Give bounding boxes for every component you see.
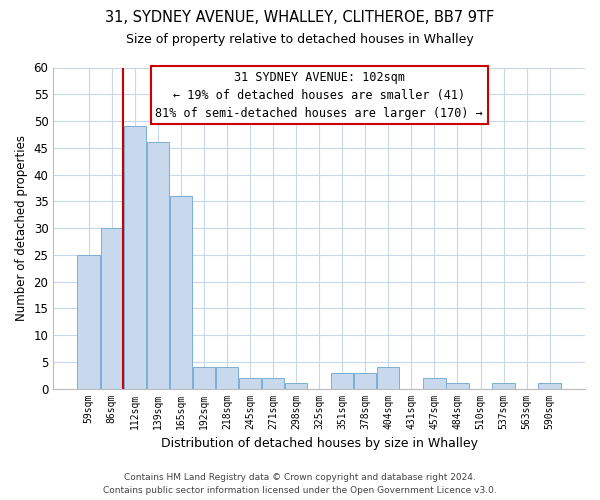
Bar [77, 255, 100, 388]
Bar [101, 228, 123, 388]
Bar [446, 383, 469, 388]
Text: Contains HM Land Registry data © Crown copyright and database right 2024.
Contai: Contains HM Land Registry data © Crown c… [103, 473, 497, 495]
Bar [493, 383, 515, 388]
Bar [124, 126, 146, 388]
Bar [262, 378, 284, 388]
Bar [170, 196, 192, 388]
Bar [193, 367, 215, 388]
Bar [285, 383, 307, 388]
Bar [216, 367, 238, 388]
Text: 31 SYDNEY AVENUE: 102sqm
← 19% of detached houses are smaller (41)
81% of semi-d: 31 SYDNEY AVENUE: 102sqm ← 19% of detach… [155, 70, 483, 120]
Bar [538, 383, 561, 388]
Y-axis label: Number of detached properties: Number of detached properties [15, 135, 28, 321]
Bar [423, 378, 446, 388]
Bar [146, 142, 169, 388]
Bar [239, 378, 261, 388]
Bar [354, 372, 376, 388]
Bar [331, 372, 353, 388]
Text: 31, SYDNEY AVENUE, WHALLEY, CLITHEROE, BB7 9TF: 31, SYDNEY AVENUE, WHALLEY, CLITHEROE, B… [106, 10, 494, 25]
Text: Size of property relative to detached houses in Whalley: Size of property relative to detached ho… [126, 32, 474, 46]
Bar [377, 367, 400, 388]
X-axis label: Distribution of detached houses by size in Whalley: Distribution of detached houses by size … [161, 437, 478, 450]
